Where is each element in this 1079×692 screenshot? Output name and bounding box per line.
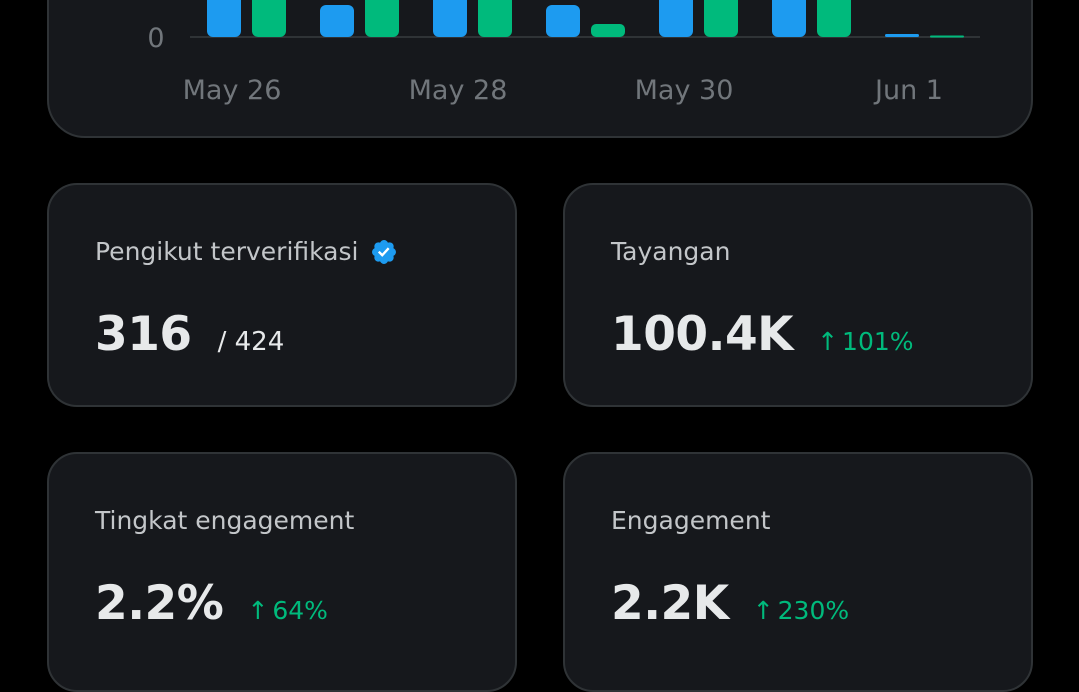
bar-green-7 [930, 35, 964, 38]
impressions-value-row: 100.4K ↑ 101% [611, 307, 914, 362]
bar-green-5 [704, 0, 738, 37]
bar-chart: 0 May 26 May 28 May 30 Jun 1 [147, 0, 980, 106]
verified-followers-value-row: 316 / 424 [95, 307, 284, 362]
impressions-change: ↑ 101% [817, 327, 913, 356]
engagement-rate-value: 2.2% [95, 576, 224, 631]
impressions-label-row: Tayangan [611, 237, 730, 266]
bar-green-6 [817, 0, 851, 37]
engagements-label-row: Engagement [611, 506, 770, 535]
engagement-rate-value-row: 2.2% ↑ 64% [95, 576, 328, 631]
x-tick-label-may30: May 30 [635, 75, 734, 106]
verified-followers-card[interactable]: Pengikut terverifikasi 316 / 424 [47, 183, 517, 407]
x-tick-label-may28: May 28 [409, 75, 508, 106]
bar-blue-1 [207, 0, 241, 37]
bar-blue-4 [546, 5, 580, 37]
total-followers-value: / 424 [217, 327, 285, 357]
impressions-label: Tayangan [611, 237, 731, 266]
verified-followers-value: 316 [95, 307, 192, 362]
bar-green-2 [365, 0, 399, 37]
verified-followers-label: Pengikut terverifikasi [95, 237, 359, 266]
arrow-up-icon: ↑ [247, 596, 269, 625]
engagements-value-row: 2.2K ↑ 230% [611, 576, 849, 631]
bar-blue-2 [320, 5, 354, 37]
bar-blue-5 [659, 0, 693, 37]
bar-green-4 [591, 24, 625, 37]
engagement-rate-change: ↑ 64% [247, 596, 328, 625]
bar-blue-6 [772, 0, 806, 37]
bar-blue-7 [885, 34, 919, 37]
engagements-label: Engagement [611, 506, 771, 535]
engagement-rate-card[interactable]: Tingkat engagement 2.2% ↑ 64% [47, 452, 517, 692]
engagements-change-value: 230% [777, 596, 850, 625]
verified-followers-label-row: Pengikut terverifikasi [95, 237, 398, 266]
impressions-value: 100.4K [611, 307, 794, 362]
impressions-change-value: 101% [842, 327, 914, 356]
arrow-up-icon: ↑ [752, 596, 774, 625]
bar-green-1 [252, 0, 286, 37]
engagement-rate-label-row: Tingkat engagement [95, 506, 354, 535]
engagement-rate-label: Tingkat engagement [95, 506, 355, 535]
x-tick-label-jun1: Jun 1 [873, 75, 943, 106]
impressions-card[interactable]: Tayangan 100.4K ↑ 101% [563, 183, 1033, 407]
engagements-card[interactable]: Engagement 2.2K ↑ 230% [563, 452, 1033, 692]
bar-green-3 [478, 0, 512, 37]
engagements-change: ↑ 230% [753, 596, 849, 625]
y-tick-label-0: 0 [147, 23, 164, 54]
engagements-value: 2.2K [611, 576, 729, 631]
x-tick-label-may26: May 26 [183, 75, 282, 106]
verified-badge-icon [370, 238, 398, 266]
engagement-rate-change-value: 64% [272, 596, 328, 625]
bar-blue-3 [433, 0, 467, 37]
arrow-up-icon: ↑ [817, 327, 839, 356]
